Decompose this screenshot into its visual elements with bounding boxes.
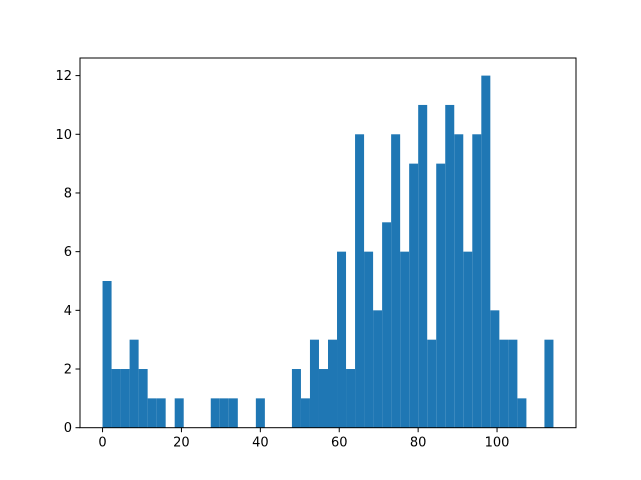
bar <box>291 369 301 428</box>
bar <box>391 134 401 428</box>
bar <box>418 104 428 428</box>
bar <box>382 222 392 428</box>
bar <box>138 369 148 428</box>
bar <box>156 398 166 428</box>
x-tick-label: 80 <box>410 436 427 451</box>
axes-frame <box>79 57 577 429</box>
bar <box>102 280 112 428</box>
bar <box>337 251 347 428</box>
x-tick-label: 100 <box>485 436 510 451</box>
bar <box>129 339 139 428</box>
x-tick-label: 40 <box>252 436 269 451</box>
bar <box>472 134 482 428</box>
bar <box>300 398 310 428</box>
bar <box>373 310 383 428</box>
bar <box>463 251 473 428</box>
y-tick-label: 10 <box>55 128 72 143</box>
y-tick-label: 4 <box>64 304 72 319</box>
bar <box>228 398 238 428</box>
x-tick-label: 0 <box>98 436 106 451</box>
bar <box>454 134 464 428</box>
bar <box>499 339 509 428</box>
bar <box>219 398 229 428</box>
bar <box>517 398 527 428</box>
bar <box>445 104 455 428</box>
y-tick-label: 6 <box>64 245 72 260</box>
bar <box>508 339 518 428</box>
bar <box>481 75 491 428</box>
x-tick-label: 60 <box>331 436 348 451</box>
bar <box>309 339 319 428</box>
bar <box>364 251 374 428</box>
bar <box>147 398 157 428</box>
bar <box>255 398 265 428</box>
bar <box>436 163 446 428</box>
bar <box>409 163 419 428</box>
bar <box>120 369 130 428</box>
y-tick-label: 2 <box>64 363 72 378</box>
bar <box>328 339 338 428</box>
y-tick-label: 0 <box>64 421 72 436</box>
bar <box>355 134 365 428</box>
y-tick-label: 12 <box>55 69 72 84</box>
bar <box>427 339 437 428</box>
bar <box>490 310 500 428</box>
bar <box>111 369 121 428</box>
bar <box>400 251 410 428</box>
y-tick-label: 8 <box>64 186 72 201</box>
bar <box>346 369 356 428</box>
bar <box>174 398 184 428</box>
bar <box>544 339 554 428</box>
bar <box>318 369 328 428</box>
bar <box>210 398 220 428</box>
x-tick-label: 20 <box>173 436 190 451</box>
